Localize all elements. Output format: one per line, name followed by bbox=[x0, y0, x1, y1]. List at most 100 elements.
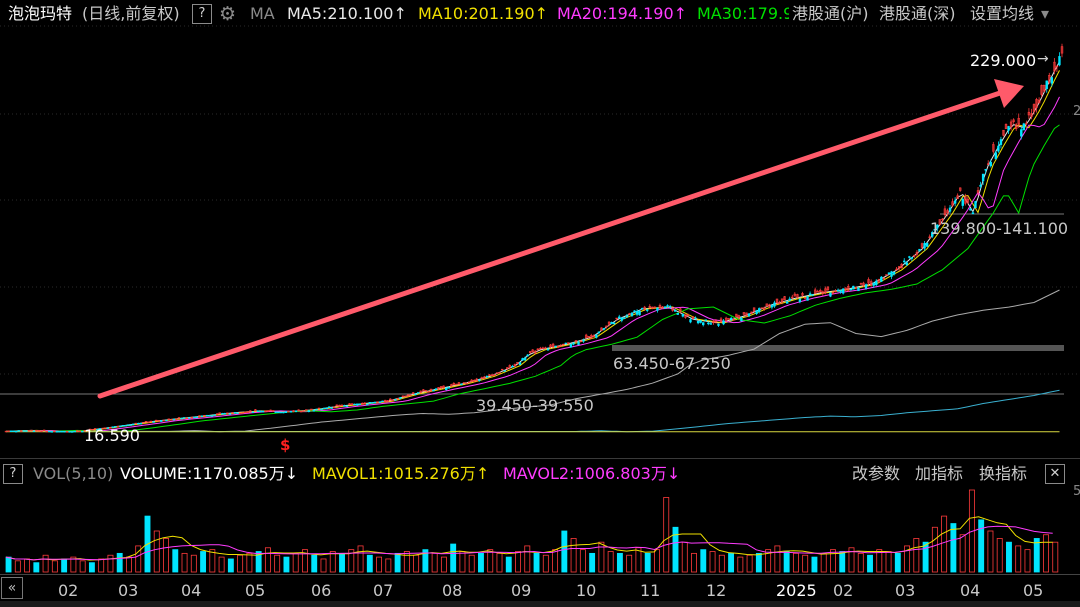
candle-body bbox=[780, 298, 784, 303]
candle-body bbox=[391, 399, 394, 402]
candle-body bbox=[498, 372, 501, 374]
candle-body bbox=[984, 169, 987, 171]
candle-body bbox=[170, 419, 173, 421]
candle-body bbox=[368, 402, 372, 404]
stock-name[interactable]: 泡泡玛特 bbox=[8, 4, 73, 23]
help-button[interactable]: ? bbox=[192, 4, 212, 24]
ma-label[interactable]: MA bbox=[250, 4, 275, 23]
candle-body bbox=[592, 335, 595, 337]
candle-body bbox=[366, 403, 369, 406]
candle-body bbox=[819, 289, 822, 293]
candle-body bbox=[340, 404, 344, 407]
volume-bar bbox=[487, 549, 494, 573]
candle-body bbox=[857, 287, 860, 292]
candle-body bbox=[595, 334, 598, 338]
candle-body bbox=[778, 302, 781, 304]
change-indicator-button[interactable]: 换指标 bbox=[979, 464, 1028, 483]
dividend-marker[interactable]: $ bbox=[280, 436, 291, 454]
volume-bar bbox=[107, 554, 114, 573]
candle-body bbox=[943, 208, 947, 216]
volume-bar bbox=[209, 549, 216, 573]
chart-mode[interactable]: (日线,前复权) bbox=[82, 4, 180, 23]
chevron-down-icon[interactable]: ▾ bbox=[1041, 4, 1050, 23]
volume-bar bbox=[246, 552, 253, 573]
volume-bar bbox=[931, 526, 938, 573]
x-tick-label: 05 bbox=[1023, 581, 1044, 600]
x-tick-label: 09 bbox=[511, 581, 532, 600]
candle-body bbox=[959, 187, 962, 191]
volume-bar bbox=[598, 541, 605, 573]
link-ma-settings[interactable]: 设置均线 bbox=[970, 4, 1035, 23]
candle-body bbox=[651, 306, 654, 309]
candle-body bbox=[987, 163, 990, 165]
volume-bar bbox=[978, 519, 985, 573]
candle-body bbox=[834, 290, 837, 293]
candle-body bbox=[936, 224, 939, 229]
candle-body bbox=[249, 410, 252, 413]
add-indicator-button[interactable]: 加指标 bbox=[915, 464, 964, 483]
candle-body bbox=[1007, 126, 1010, 131]
volume-bar bbox=[830, 549, 836, 573]
candle-body bbox=[836, 289, 840, 292]
candle-body bbox=[439, 386, 443, 389]
volume-bar bbox=[654, 549, 660, 573]
volume-bar bbox=[1006, 541, 1012, 573]
scroll-left-button[interactable]: « bbox=[1, 577, 23, 599]
candle-body bbox=[386, 400, 389, 402]
candle-body bbox=[806, 296, 809, 301]
candle-body bbox=[124, 425, 127, 427]
candle-body bbox=[427, 391, 430, 393]
candle-body bbox=[628, 313, 631, 315]
candle-body bbox=[35, 430, 38, 432]
link-hk-connect-sh[interactable]: 港股通(沪) bbox=[792, 4, 869, 23]
candle-body bbox=[719, 318, 723, 323]
candle-body bbox=[661, 306, 664, 309]
scrollbar-track[interactable] bbox=[0, 601, 1080, 607]
candle-body bbox=[892, 271, 896, 275]
candle-body bbox=[1050, 77, 1054, 84]
volume-bar bbox=[737, 556, 744, 573]
link-hk-connect-sz[interactable]: 港股通(深) bbox=[879, 4, 956, 23]
high-pointer-icon: → bbox=[1037, 51, 1049, 67]
candle-body bbox=[333, 406, 336, 409]
close-icon[interactable]: ✕ bbox=[1045, 464, 1065, 484]
volume-bar bbox=[885, 551, 892, 573]
candle-body bbox=[760, 307, 763, 309]
volume-bar bbox=[1043, 534, 1049, 573]
candle-body bbox=[602, 328, 606, 330]
volume-bar bbox=[339, 552, 345, 573]
candle-body bbox=[137, 422, 140, 425]
volume-bar bbox=[626, 554, 633, 573]
volume-help-button[interactable]: ? bbox=[3, 464, 23, 484]
candle-body bbox=[582, 339, 585, 342]
candle-body bbox=[730, 317, 733, 320]
candle-body bbox=[208, 415, 211, 417]
candle-body bbox=[271, 410, 275, 412]
candle-body bbox=[956, 195, 959, 199]
candle-body bbox=[702, 322, 705, 326]
volume-bar bbox=[552, 549, 559, 573]
candle-body bbox=[68, 431, 71, 433]
candle-body bbox=[953, 200, 957, 204]
gear-icon[interactable]: ⚙ bbox=[219, 3, 237, 25]
volume-indicator-name[interactable]: VOL(5,10) bbox=[33, 464, 114, 483]
candle-body bbox=[139, 422, 143, 425]
candle-body bbox=[343, 405, 346, 407]
volume-bar bbox=[311, 554, 318, 573]
volume-bar bbox=[172, 549, 179, 573]
candle-body bbox=[330, 407, 333, 409]
candle-body bbox=[900, 263, 903, 269]
candle-body bbox=[1004, 124, 1008, 129]
candle-body bbox=[1053, 61, 1056, 72]
candle-body bbox=[1012, 119, 1015, 122]
candle-body bbox=[500, 368, 504, 371]
candle-body bbox=[406, 394, 410, 397]
candle-body bbox=[854, 286, 858, 289]
volume-bar bbox=[746, 554, 753, 573]
candle-body bbox=[1060, 46, 1064, 54]
candle-body bbox=[467, 381, 471, 384]
candle-body bbox=[1045, 80, 1048, 89]
edit-params-button[interactable]: 改参数 bbox=[852, 464, 901, 483]
candle-body bbox=[53, 430, 56, 432]
volume-bar bbox=[561, 530, 568, 573]
